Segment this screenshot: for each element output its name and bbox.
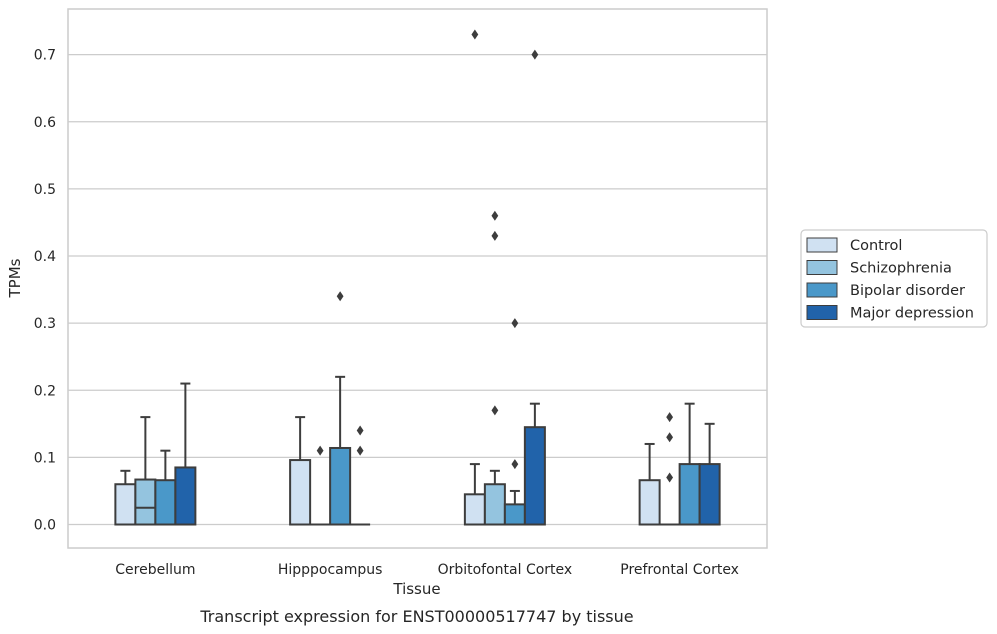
legend-frame [800,229,988,328]
box-2-3 [678,402,701,526]
y-tick-label: 0.6 [34,115,56,131]
outlier-marker [491,230,499,241]
box-3-0 [174,382,197,526]
outlier-marker [666,432,674,443]
legend-label: Control [850,238,902,254]
x-tick-label: Hipppocampus [278,562,383,578]
x-tick-labels: Cerebellum Hipppocampus Orbitofontal Corte… [115,562,739,578]
outlier-marker [336,291,344,302]
outlier-marker [491,405,499,416]
outlier-marker [356,445,364,456]
x-tick-label: Orbitofontal Cortex [438,562,573,578]
box-body [638,479,661,526]
legend-label: Bipolar disorder [850,283,965,299]
y-axis-label: TPMs [6,258,24,298]
box-body [678,463,701,526]
x-axis-label: Tissue [392,580,440,598]
legend-label: Schizophrenia [850,261,952,277]
box-0-3 [638,442,661,526]
outlier-marker [666,472,674,483]
legend-swatch [806,282,838,298]
y-tick-label: 0.5 [34,182,56,198]
y-tick-labels: 0.0 0.1 0.2 0.3 0.4 0.5 0.6 0.7 [34,48,56,534]
outlier-marker [316,445,324,456]
box-3-1 [350,425,371,526]
legend: Control Schizophrenia Bipolar disorder Majo… [800,229,988,328]
y-tick-label: 0.3 [34,316,56,332]
chart-caption: Transcript expression for ENST0000051774… [199,607,633,626]
box-2-1 [329,291,352,526]
plot-frame [67,8,768,549]
y-tick-label: 0.1 [34,450,56,466]
box-body [503,503,526,526]
outlier-marker [511,318,519,329]
grid-lines [68,54,767,526]
outlier-marker [666,412,674,423]
box-1-1 [310,445,331,526]
box-2-2 [503,318,526,526]
y-tick-label: 0.2 [34,383,56,399]
y-tick-label: 0.0 [34,518,56,534]
legend-label: Major depression [850,306,974,322]
box-body [463,493,486,526]
y-tick-label: 0.4 [34,249,56,265]
outlier-marker [471,29,479,40]
box-body [134,478,157,526]
legend-swatch [806,260,838,275]
outlier-marker [356,425,364,436]
outlier-marker [531,49,539,60]
box-body [329,446,352,526]
box-body [289,459,312,526]
plot-border [67,8,768,549]
box-1-0 [134,416,157,526]
box-2-0 [154,449,177,526]
box-3-2 [523,49,546,526]
box-body [114,483,137,526]
box-0-0 [114,469,137,526]
box-layer [114,29,721,526]
legend-swatch [806,305,838,320]
box-0-2 [463,29,486,526]
box-3-3 [698,422,721,526]
x-tick-label: Cerebellum [115,562,195,578]
box-0-1 [289,416,312,526]
box-body [523,426,546,526]
box-body [174,466,197,526]
box-body [698,463,721,526]
box-1-3 [659,412,680,526]
outlier-marker [491,210,499,221]
outlier-marker [511,459,519,470]
box-1-2 [483,210,506,526]
box-body [483,483,506,526]
box-body [154,479,177,526]
x-tick-label: Prefrontal Cortex [620,562,739,578]
y-tick-label: 0.7 [34,48,56,64]
legend-swatch [806,237,838,253]
